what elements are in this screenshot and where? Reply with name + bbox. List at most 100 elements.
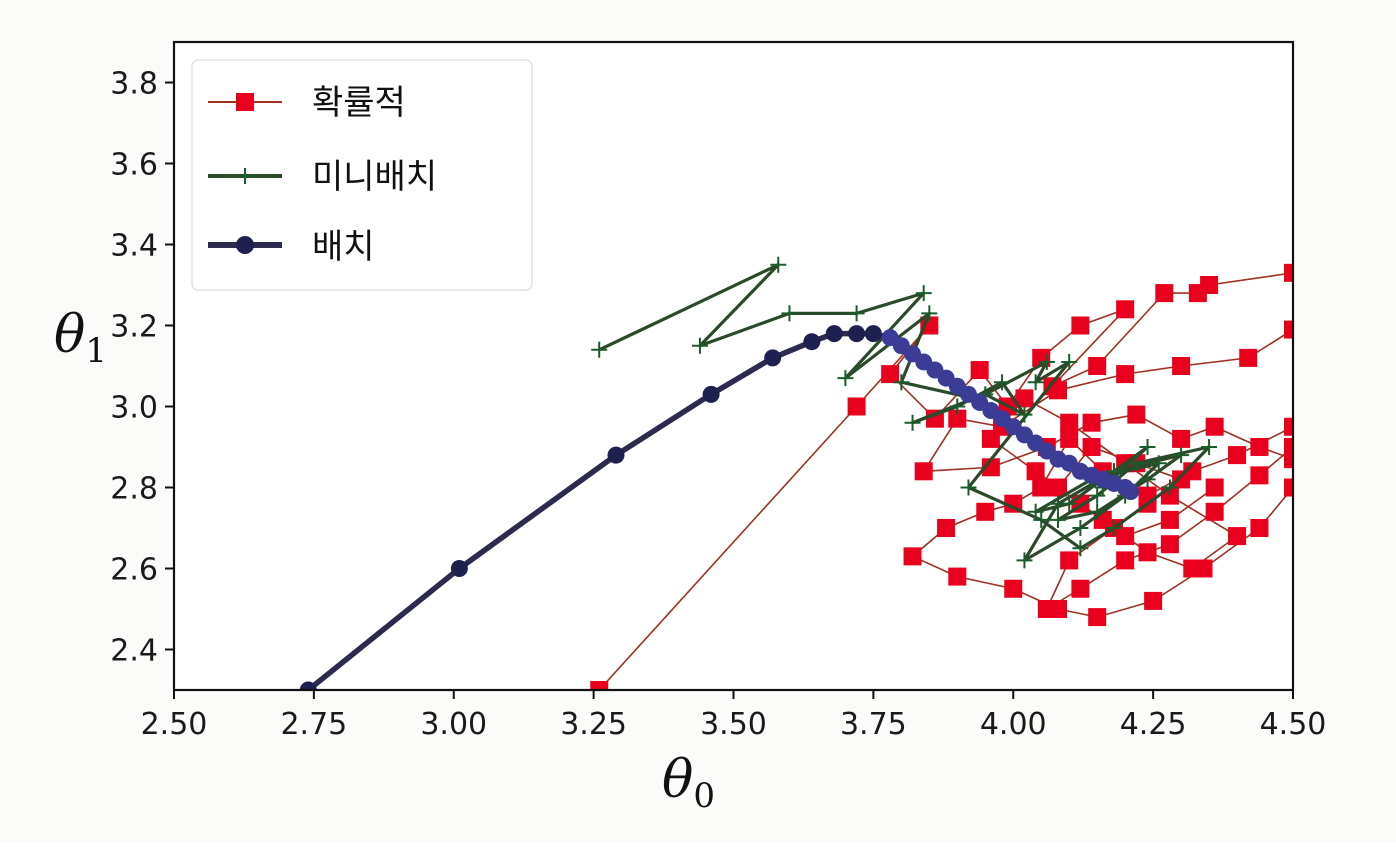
y-tick-label: 3.4	[110, 229, 158, 264]
minibatch-point	[1061, 353, 1078, 370]
y-axis-label: θ1	[54, 305, 107, 371]
minibatch-point	[904, 414, 921, 431]
sgd-point	[1060, 429, 1079, 448]
sgd-point	[1144, 591, 1163, 610]
batch-point	[299, 681, 317, 690]
sgd-point	[1049, 381, 1068, 400]
sgd-point	[1205, 478, 1224, 497]
sgd-point	[1284, 263, 1293, 282]
minibatch-point	[893, 374, 910, 391]
batch-point	[764, 349, 782, 367]
x-tick-label: 2.75	[280, 707, 347, 742]
sgd-point	[948, 409, 967, 428]
sgd-point	[1015, 389, 1034, 408]
sgd-point	[1200, 276, 1219, 294]
legend-label-batch: 배치	[312, 227, 375, 267]
sgd-point	[1037, 600, 1056, 618]
sgd-point	[1004, 579, 1023, 598]
minibatch-point	[1027, 503, 1044, 520]
x-tick-label: 3.75	[840, 707, 907, 742]
minibatch-point	[591, 341, 608, 358]
minibatch-point	[1173, 447, 1190, 464]
x-axis-label: θ0	[662, 750, 715, 816]
sgd-point	[1284, 320, 1293, 339]
x-tick-label: 2.50	[141, 707, 208, 742]
x-tick-label: 3.50	[700, 707, 767, 742]
sgd-point	[1116, 527, 1135, 546]
x-tick-label: 3.00	[420, 707, 487, 742]
legend-entry-batch: 배치	[208, 227, 375, 267]
sgd-point	[847, 397, 866, 416]
sgd-point	[903, 547, 922, 566]
y-tick-label: 3.0	[110, 391, 158, 426]
y-tick-label: 2.8	[110, 472, 158, 507]
minibatch-point	[994, 374, 1011, 391]
sgd-point	[1138, 543, 1157, 562]
sgd-point	[1172, 357, 1191, 375]
sgd-point	[1088, 608, 1107, 627]
batch-point	[848, 325, 866, 343]
sgd-point	[1284, 478, 1293, 497]
x-tick-label: 4.50	[1260, 707, 1327, 742]
legend-marker-square	[236, 93, 254, 111]
batch-point	[803, 333, 821, 351]
minibatch-point	[1016, 406, 1033, 423]
minibatch-point	[1033, 511, 1050, 528]
sgd-point	[1172, 470, 1191, 489]
sgd-point	[948, 567, 967, 586]
sgd-point	[1228, 446, 1247, 465]
sgd-point	[1082, 438, 1101, 456]
minibatch-point	[960, 479, 977, 496]
sgd-point	[1049, 478, 1068, 497]
minibatch-point	[1105, 520, 1122, 536]
sgd-point	[1250, 438, 1269, 456]
sgd-point	[976, 502, 995, 521]
y-tick-label: 3.8	[110, 67, 158, 102]
sgd-point	[1082, 413, 1101, 432]
minibatch-point	[1161, 479, 1178, 496]
sgd-point	[1032, 478, 1051, 497]
minibatch-point	[1050, 511, 1067, 528]
sgd-point	[1155, 284, 1174, 303]
sgd-point	[1160, 535, 1179, 554]
sgd-point	[1205, 417, 1224, 436]
minibatch-point	[1061, 495, 1078, 512]
y-tick-label: 2.6	[110, 553, 158, 588]
minibatch-point	[1139, 439, 1156, 455]
sgd-point	[1060, 413, 1079, 432]
sgd-point	[1172, 429, 1191, 448]
minibatch-point	[770, 256, 787, 273]
minibatch-point	[1038, 353, 1055, 370]
sgd-point	[881, 365, 900, 384]
minibatch-point	[1072, 540, 1089, 557]
minibatch-point	[1089, 503, 1106, 520]
sgd-point	[914, 462, 933, 481]
sgd-point	[1160, 510, 1179, 529]
sgd-point	[1071, 579, 1090, 598]
sgd-point	[1088, 357, 1107, 375]
sgd-point	[1026, 462, 1045, 481]
sgd-point	[1239, 348, 1258, 367]
sgd-point	[1284, 417, 1293, 436]
y-tick-label: 3.6	[110, 148, 158, 183]
sgd-point	[1228, 527, 1247, 546]
x-axis: 2.50 2.75 3.00 3.25 3.50 3.75 4.00 4.25 4.50	[141, 690, 1327, 742]
batch-point	[450, 560, 468, 577]
sgd-point	[1183, 559, 1202, 578]
legend-label-minibatch: 미니배치	[312, 157, 437, 197]
x-tick-label: 4.00	[980, 707, 1047, 742]
y-axis: 2.4 2.6 2.8 3.0 3.2 3.4 3.6 3.8	[110, 67, 174, 669]
sgd-point	[1060, 551, 1079, 570]
legend-label-sgd: 확률적	[312, 83, 406, 123]
minibatch-point	[921, 305, 938, 322]
minibatch-point	[949, 398, 966, 415]
sgd-point	[981, 429, 1000, 448]
legend: 확률적 미니배치 배치	[191, 59, 533, 291]
minibatch-point	[848, 305, 865, 322]
batch-point	[1122, 483, 1140, 501]
legend-box	[191, 59, 533, 291]
minibatch-point	[1072, 520, 1089, 536]
minibatch-point	[837, 370, 854, 387]
sgd-point	[1250, 519, 1269, 537]
